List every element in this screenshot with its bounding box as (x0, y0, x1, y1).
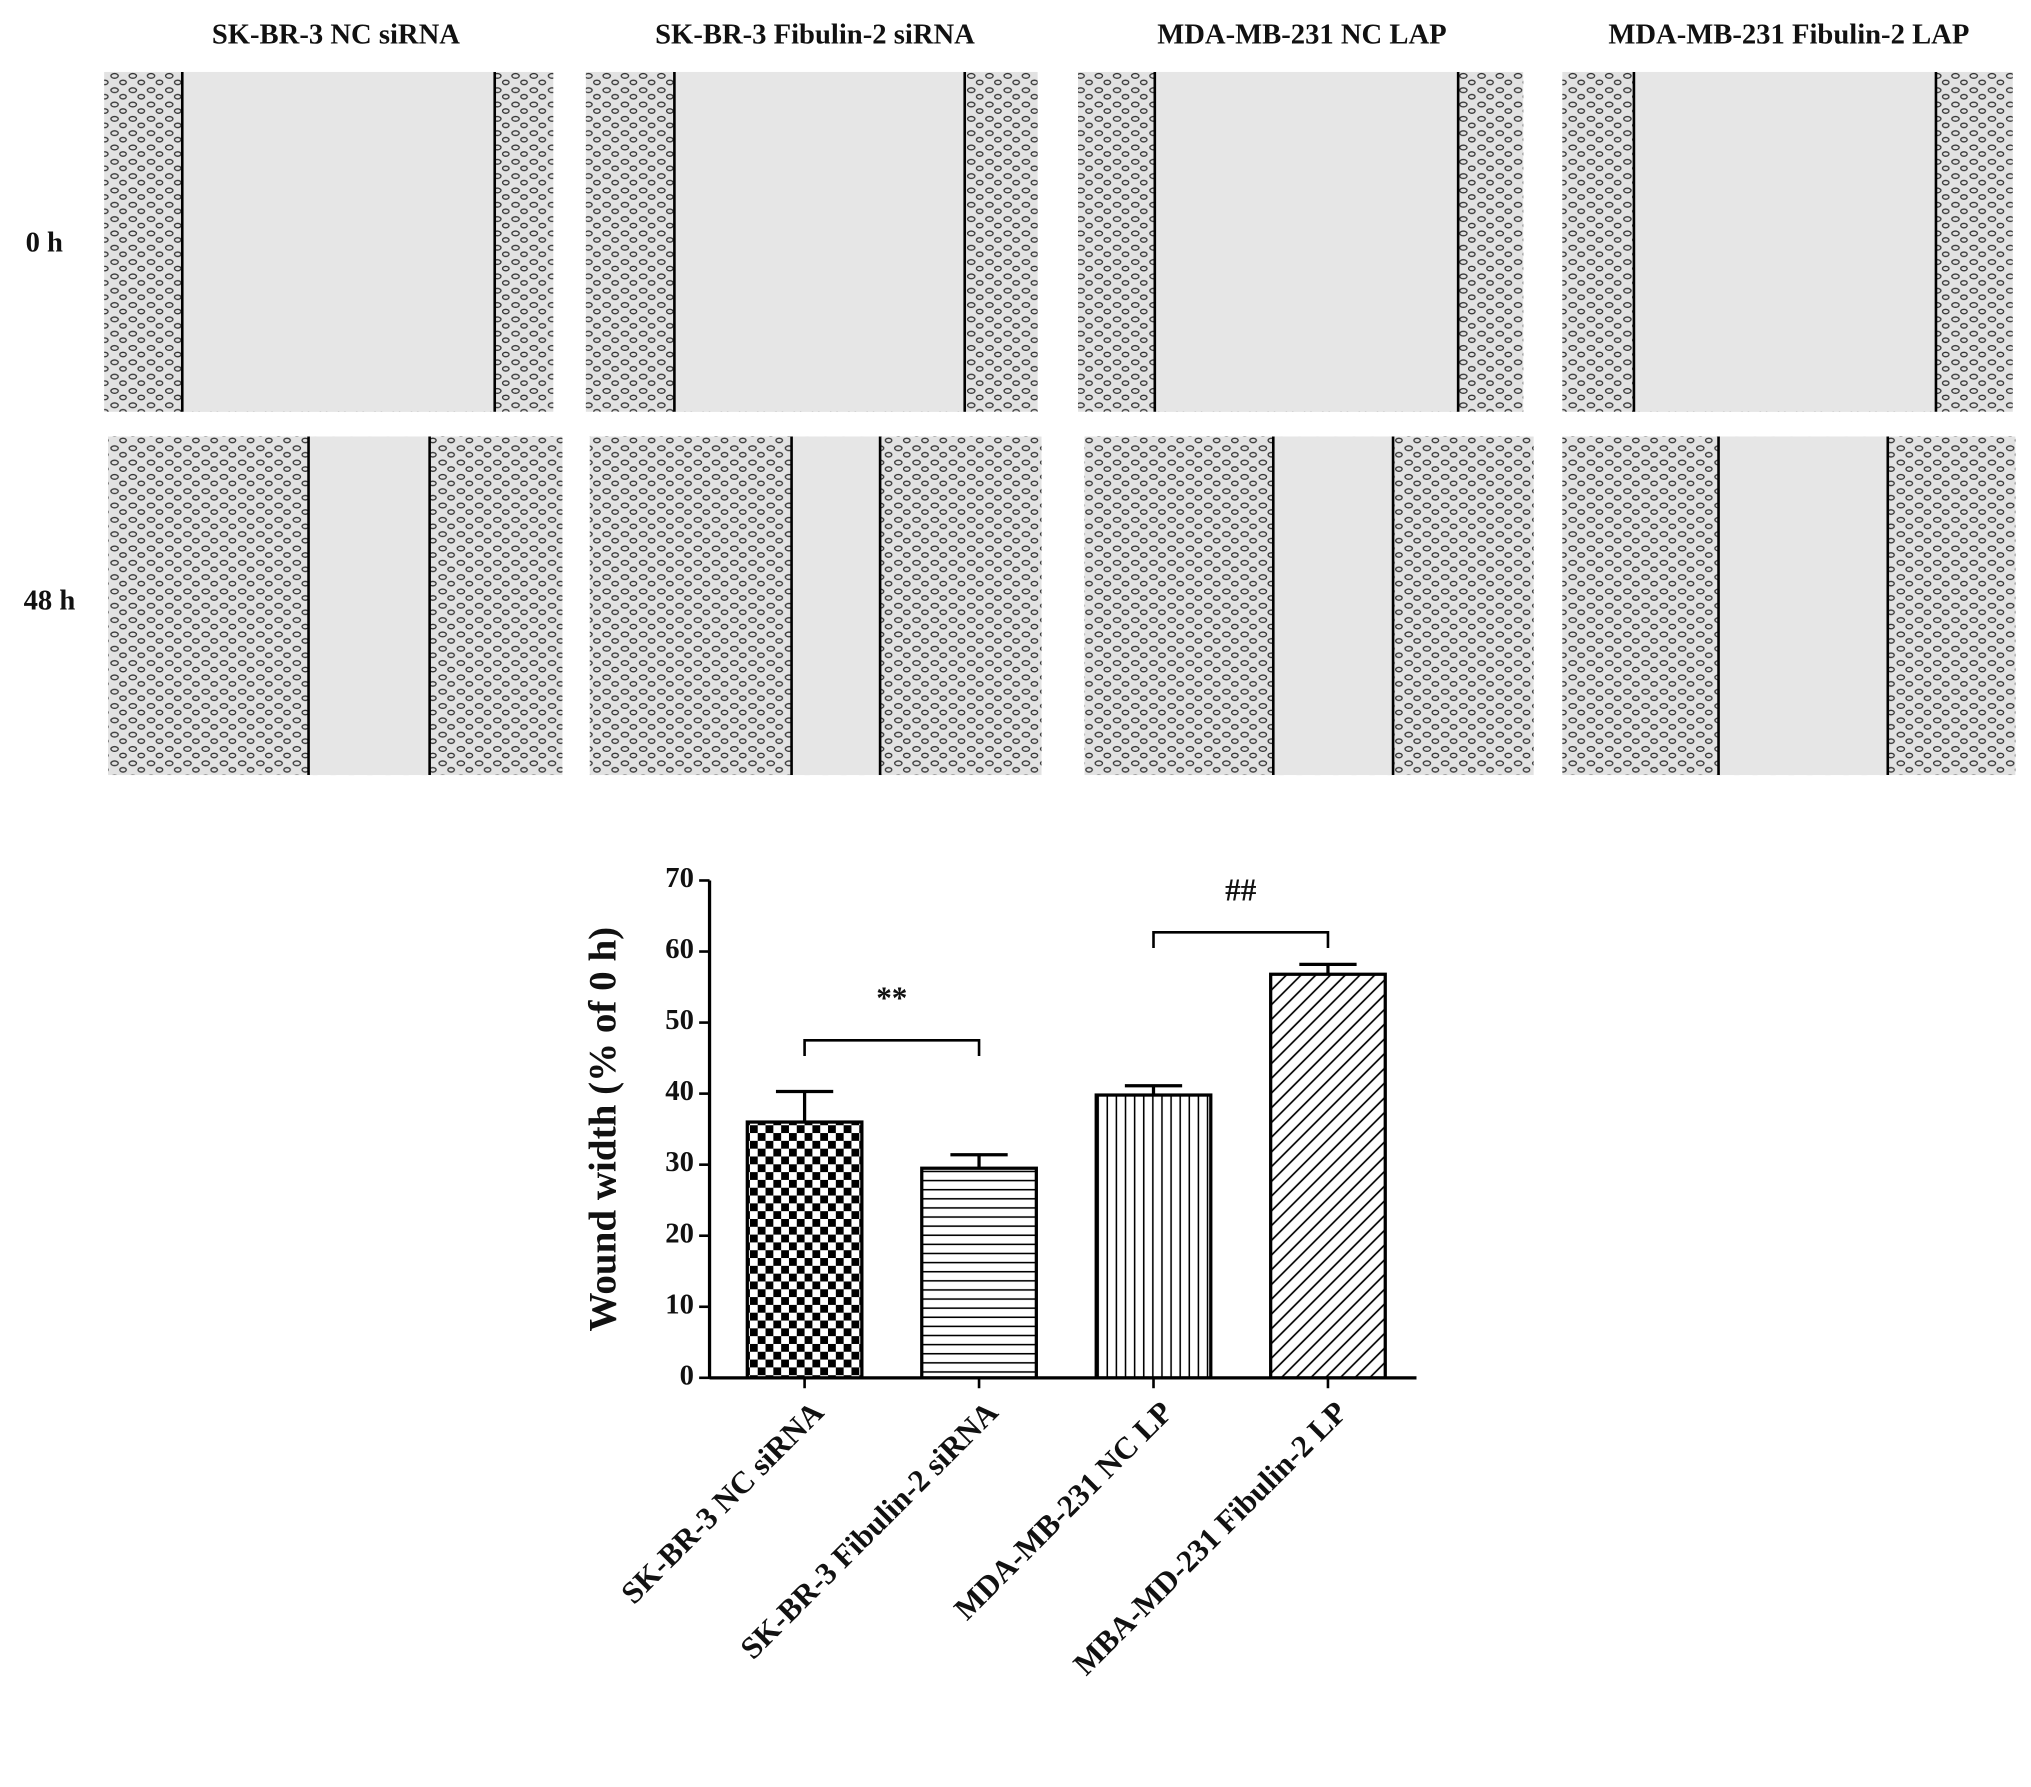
y-tick-label: 50 (665, 1004, 694, 1036)
column-label: SK-BR-3 Fibulin-2 siRNA (655, 18, 975, 50)
wound-area (1154, 71, 1459, 412)
wound-area (1718, 436, 1888, 776)
bar (1269, 972, 1387, 1380)
significance-bracket (1152, 931, 1330, 948)
wound-area (791, 436, 881, 776)
significance-bracket (803, 1039, 981, 1056)
y-tick-label: 30 (665, 1146, 694, 1178)
y-tick-label: 70 (665, 862, 694, 894)
y-tick-label: 20 (665, 1217, 694, 1249)
bar (920, 1166, 1038, 1380)
wound-area (308, 436, 430, 776)
bar (1094, 1093, 1213, 1380)
wound-area (1633, 71, 1936, 412)
column-label: SK-BR-3 NC siRNA (212, 18, 460, 50)
column-label: MDA-MB-231 Fibulin-2 LAP (1608, 18, 1969, 50)
row-label: 0 h (26, 227, 63, 259)
row-label: 48 h (24, 585, 76, 617)
column-label: MDA-MB-231 NC LAP (1157, 18, 1446, 50)
y-tick-label: 10 (665, 1288, 694, 1320)
significance-label: ## (1225, 872, 1257, 907)
y-tick-label: 60 (665, 933, 694, 965)
x-tick-label: MBA-MD-231 Fibulin-2 LP (1066, 1394, 1353, 1681)
y-tick-label: 40 (665, 1075, 694, 1107)
y-axis-title: Wound width (% of 0 h) (582, 927, 625, 1332)
bar (745, 1120, 864, 1380)
significance-label: ** (876, 980, 907, 1015)
wound-area (674, 71, 965, 412)
wound-area (1273, 436, 1394, 776)
y-tick-label: 0 (680, 1359, 694, 1391)
wound-area (182, 71, 495, 412)
